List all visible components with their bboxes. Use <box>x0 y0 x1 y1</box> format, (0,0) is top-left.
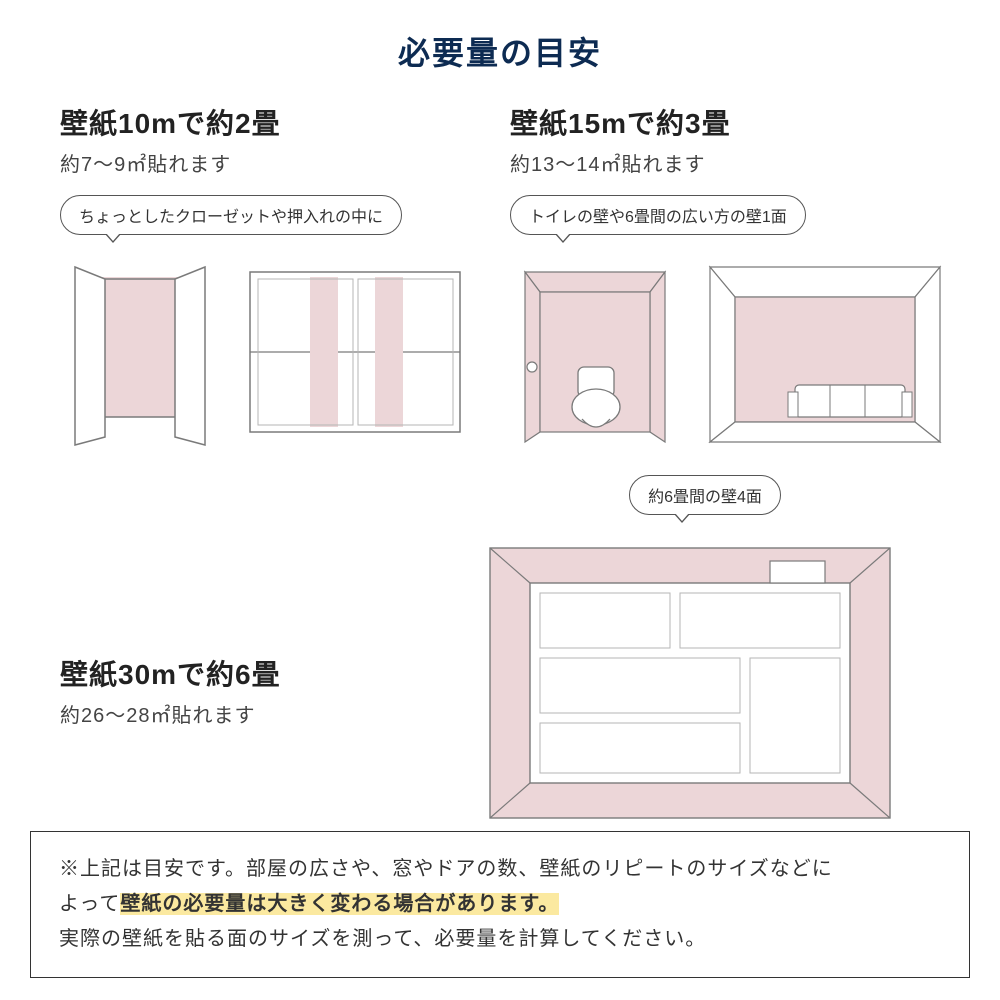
room6-illustration <box>470 533 910 833</box>
note-line2: よって壁紙の必要量は大きく変わる場合があります。 <box>59 887 941 922</box>
note-line1: ※上記は目安です。部屋の広さや、窓やドアの数、壁紙のリピートのサイズなどに <box>59 852 941 887</box>
note-line2-highlight: 壁紙の必要量は大きく変わる場合があります。 <box>120 893 559 915</box>
heading-30m: 壁紙30mで約6畳 <box>60 653 440 693</box>
slidingdoor-illustration <box>240 257 470 447</box>
sub-30m: 約26〜28㎡貼れます <box>60 699 440 728</box>
section-30m: 壁紙30mで約6畳 約26〜28㎡貼れます <box>60 563 440 728</box>
note-line1-text: ※上記は目安です。部屋の広さや、窓やドアの数、壁紙のリピートのサイズなどに <box>59 858 833 880</box>
note-box: ※上記は目安です。部屋の広さや、窓やドアの数、壁紙のリピートのサイズなどに よっ… <box>30 831 970 978</box>
bubble-10m: ちょっとしたクローゼットや押入れの中に <box>60 195 402 235</box>
sub-10m: 約7〜9㎡貼れます <box>60 148 470 177</box>
heading-10m: 壁紙10mで約2畳 <box>60 102 470 142</box>
page-title: 必要量の目安 <box>0 0 1000 74</box>
note-line2-prefix: よって <box>59 893 120 915</box>
closet-illustration <box>60 257 220 447</box>
heading-15m: 壁紙15mで約3畳 <box>510 102 950 142</box>
livingroom-illustration <box>700 257 950 447</box>
section-15m: 壁紙15mで約3畳 約13〜14㎡貼れます トイレの壁や6畳間の広い方の壁1面 <box>510 102 950 447</box>
section-10m: 壁紙10mで約2畳 約7〜9㎡貼れます ちょっとしたクローゼットや押入れの中に <box>60 102 470 447</box>
bubble-15m: トイレの壁や6畳間の広い方の壁1面 <box>510 195 806 235</box>
note-line3: 実際の壁紙を貼る面のサイズを測って、必要量を計算してください。 <box>59 922 941 957</box>
bubble-30m: 約6畳間の壁4面 <box>629 475 781 515</box>
toilet-illustration <box>510 257 680 447</box>
sub-15m: 約13〜14㎡貼れます <box>510 148 950 177</box>
